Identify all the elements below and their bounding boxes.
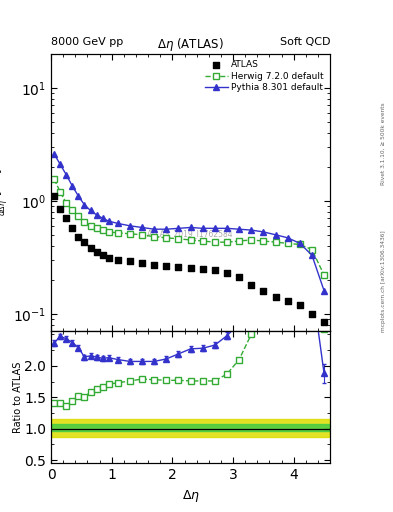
Herwig 7.2.0 default — [213, 239, 217, 245]
ATLAS — [115, 255, 121, 264]
Pythia 8.301 default — [58, 161, 62, 167]
ATLAS — [99, 251, 106, 259]
Herwig 7.2.0 default — [116, 230, 120, 236]
Herwig 7.2.0 default — [58, 189, 62, 195]
ATLAS — [236, 273, 242, 282]
Y-axis label: $\frac{d\sigma}{d\Delta\eta}$ [mb]: $\frac{d\sigma}{d\Delta\eta}$ [mb] — [0, 168, 12, 217]
Legend: ATLAS, Herwig 7.2.0 default, Pythia 8.301 default: ATLAS, Herwig 7.2.0 default, Pythia 8.30… — [203, 58, 326, 94]
Herwig 7.2.0 default — [298, 242, 302, 248]
Herwig 7.2.0 default — [310, 246, 314, 252]
ATLAS — [81, 238, 88, 246]
ATLAS — [151, 261, 157, 269]
ATLAS — [94, 248, 100, 257]
Herwig 7.2.0 default — [76, 213, 81, 219]
Pythia 8.301 default — [64, 172, 69, 178]
Pythia 8.301 default — [164, 226, 169, 232]
ATLAS — [69, 224, 75, 232]
Pythia 8.301 default — [107, 218, 111, 224]
Text: Soft QCD: Soft QCD — [280, 37, 330, 47]
Herwig 7.2.0 default — [70, 207, 75, 214]
ATLAS — [57, 205, 63, 213]
Herwig 7.2.0 default — [140, 232, 145, 238]
Pythia 8.301 default — [152, 226, 156, 232]
Pythia 8.301 default — [273, 232, 278, 238]
Text: mcplots.cern.ch [arXiv:1306.3436]: mcplots.cern.ch [arXiv:1306.3436] — [381, 231, 386, 332]
ATLAS — [272, 293, 279, 302]
Herwig 7.2.0 default — [273, 239, 278, 245]
Pythia 8.301 default — [52, 151, 57, 157]
ATLAS — [75, 232, 81, 241]
ATLAS — [175, 263, 182, 271]
Pythia 8.301 default — [82, 202, 87, 208]
Herwig 7.2.0 default — [88, 223, 93, 229]
ATLAS — [139, 259, 145, 267]
Herwig 7.2.0 default — [285, 240, 290, 246]
ATLAS — [163, 262, 169, 270]
Herwig 7.2.0 default — [249, 237, 253, 243]
Herwig 7.2.0 default — [200, 238, 205, 244]
Title: $\Delta\eta$ (ATLAS): $\Delta\eta$ (ATLAS) — [157, 36, 224, 53]
Pythia 8.301 default — [88, 207, 93, 214]
Herwig 7.2.0 default — [237, 238, 241, 244]
ATLAS — [187, 264, 194, 272]
ATLAS — [285, 297, 291, 305]
Pythia 8.301 default — [100, 215, 105, 221]
Herwig 7.2.0 default — [100, 227, 105, 233]
Pythia 8.301 default — [322, 288, 327, 294]
Line: Herwig 7.2.0 default: Herwig 7.2.0 default — [51, 177, 327, 278]
Herwig 7.2.0 default — [52, 176, 57, 182]
Pythia 8.301 default — [249, 227, 253, 233]
Pythia 8.301 default — [70, 183, 75, 189]
ATLAS — [248, 281, 254, 289]
Herwig 7.2.0 default — [64, 200, 69, 206]
Pythia 8.301 default — [225, 225, 230, 231]
Pythia 8.301 default — [298, 240, 302, 246]
Herwig 7.2.0 default — [128, 231, 132, 237]
ATLAS — [200, 265, 206, 273]
Pythia 8.301 default — [188, 224, 193, 230]
Herwig 7.2.0 default — [82, 219, 87, 225]
Herwig 7.2.0 default — [261, 238, 266, 244]
ATLAS — [127, 258, 133, 266]
Pythia 8.301 default — [76, 193, 81, 199]
Herwig 7.2.0 default — [188, 237, 193, 243]
ATLAS — [212, 266, 218, 274]
ATLAS — [297, 301, 303, 309]
Herwig 7.2.0 default — [322, 272, 327, 278]
ATLAS — [309, 310, 315, 318]
Herwig 7.2.0 default — [107, 229, 111, 235]
Pythia 8.301 default — [128, 223, 132, 229]
Pythia 8.301 default — [237, 226, 241, 232]
Pythia 8.301 default — [310, 252, 314, 258]
ATLAS — [260, 287, 266, 295]
Herwig 7.2.0 default — [152, 233, 156, 240]
Pythia 8.301 default — [261, 229, 266, 235]
Herwig 7.2.0 default — [94, 225, 99, 231]
Text: Rivet 3.1.10, ≥ 500k events: Rivet 3.1.10, ≥ 500k events — [381, 102, 386, 185]
Pythia 8.301 default — [116, 220, 120, 226]
Line: Pythia 8.301 default: Pythia 8.301 default — [51, 151, 327, 293]
Pythia 8.301 default — [176, 225, 181, 231]
Pythia 8.301 default — [140, 224, 145, 230]
Pythia 8.301 default — [285, 234, 290, 241]
Herwig 7.2.0 default — [164, 234, 169, 241]
ATLAS — [321, 317, 327, 326]
Herwig 7.2.0 default — [225, 239, 230, 245]
Y-axis label: Ratio to ATLAS: Ratio to ATLAS — [13, 361, 23, 433]
ATLAS — [63, 214, 70, 222]
X-axis label: $\Delta\eta$: $\Delta\eta$ — [182, 488, 200, 504]
ATLAS — [51, 192, 57, 200]
Pythia 8.301 default — [213, 225, 217, 231]
ATLAS — [87, 244, 94, 252]
Pythia 8.301 default — [200, 225, 205, 231]
Pythia 8.301 default — [94, 212, 99, 218]
ATLAS — [224, 269, 230, 277]
Text: 8000 GeV pp: 8000 GeV pp — [51, 37, 123, 47]
ATLAS — [106, 254, 112, 262]
Text: ATLAS_2019_I1762584: ATLAS_2019_I1762584 — [147, 229, 234, 239]
Herwig 7.2.0 default — [176, 236, 181, 242]
